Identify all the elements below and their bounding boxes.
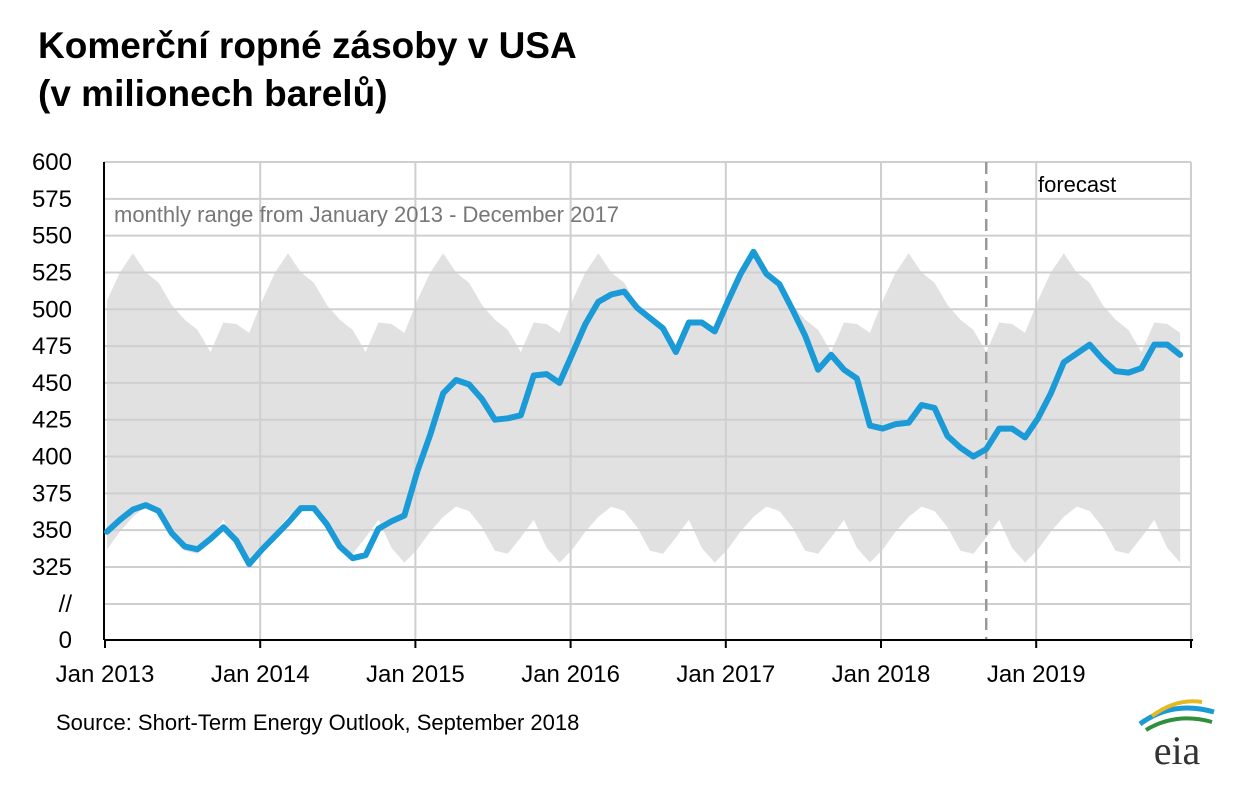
y-tick-label: 375 (32, 480, 72, 507)
x-tick-label: Jan 2015 (366, 661, 465, 688)
eia-logo-icon: eia (1138, 699, 1215, 770)
inventory-line (104, 248, 1184, 568)
x-tick-label: Jan 2016 (521, 661, 620, 688)
forecast-label: forecast (1038, 172, 1116, 197)
y-tick-label: 400 (32, 444, 72, 471)
y-tick-label: 500 (32, 296, 72, 323)
source-note: Source: Short-Term Energy Outlook, Septe… (56, 710, 580, 735)
chart-title-line-1: Komerční ropné zásoby v USA (38, 25, 577, 66)
y-tick-label: // (59, 591, 73, 618)
y-tick-label: 575 (32, 186, 72, 213)
y-tick-label: 350 (32, 517, 72, 544)
y-tick-label: 0 (59, 627, 72, 654)
x-tick-label: Jan 2019 (987, 661, 1086, 688)
chart-svg: 600 575 550 525 500 475 450 425 400 375 350 325 // 0 J… (32, 149, 1193, 688)
x-tick-label: Jan 2017 (676, 661, 775, 688)
eia-logo-text: eia (1154, 728, 1201, 770)
range-band (107, 253, 1181, 563)
chart-title: Komerční ropné zásoby v USA (v milionech… (38, 22, 577, 118)
y-tick-label: 600 (32, 149, 72, 176)
band-label: monthly range from January 2013 - Decemb… (114, 202, 619, 227)
y-tick-label: 525 (32, 259, 72, 286)
x-tick-label: Jan 2018 (832, 661, 931, 688)
chart-title-line-2: (v milionech barelů) (38, 73, 388, 114)
y-tick-label: 550 (32, 223, 72, 250)
y-tick-label: 425 (32, 407, 72, 434)
y-tick-label: 450 (32, 370, 72, 397)
x-tick-label: Jan 2014 (211, 661, 310, 688)
y-tick-label: 325 (32, 554, 72, 581)
x-tick-label: Jan 2013 (56, 661, 155, 688)
y-tick-label: 475 (32, 333, 72, 360)
